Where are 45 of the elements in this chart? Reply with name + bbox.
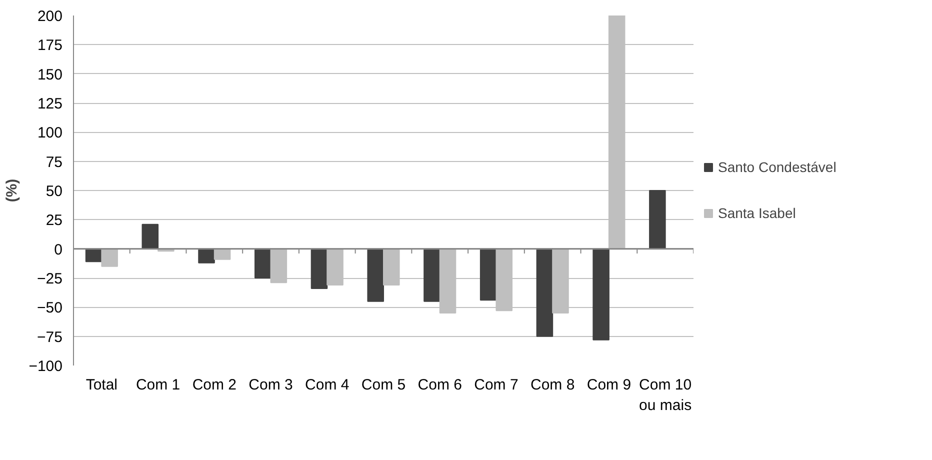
legend-label: Santa Isabel [718, 205, 796, 221]
bar [326, 248, 344, 286]
bar [496, 248, 513, 312]
x-tick-label: Com 6 [418, 376, 462, 394]
bar [536, 248, 554, 337]
bar [424, 248, 440, 302]
x-tick-label: Com 4 [305, 376, 350, 394]
bar [552, 248, 569, 314]
bar [367, 248, 384, 302]
y-tick-label: 100 [37, 124, 63, 142]
x-tick-label: Com 5 [361, 376, 406, 394]
y-tick-label: 125 [37, 96, 63, 112]
y-tick-label: 175 [37, 37, 63, 54]
bar [214, 248, 231, 260]
x-tick-label: Com 3 [248, 376, 293, 394]
bar [101, 248, 118, 267]
y-tick-label: 75 [46, 154, 63, 171]
bar [480, 248, 497, 301]
x-tick-label: Com 10 ou mais [639, 376, 692, 414]
y-tick-label: −50 [37, 300, 63, 317]
legend-label: Santo Condestável [718, 159, 836, 175]
bar [142, 224, 159, 250]
x-tick-label: Com 2 [192, 376, 237, 394]
y-tick-label: 25 [46, 212, 63, 230]
x-tick-label: Com 8 [530, 376, 575, 394]
y-tick-label: −25 [37, 270, 63, 288]
bar [439, 248, 456, 314]
x-tick-label: Com 9 [586, 376, 632, 394]
y-axis-title: (%) [4, 178, 21, 202]
y-tick-label: 200 [37, 8, 63, 25]
bar [270, 248, 288, 284]
x-tick-label: Total [86, 376, 118, 394]
y-tick-label: 150 [37, 66, 63, 84]
y-tick-label: −75 [37, 328, 63, 346]
bar [310, 248, 328, 289]
bar [198, 248, 215, 264]
bar [649, 190, 666, 250]
x-tick-label: Com 1 [136, 376, 180, 394]
y-tick-label: 0 [54, 241, 62, 258]
x-tick-label: Com 7 [474, 376, 518, 394]
bar [254, 248, 272, 278]
y-tick-label: 50 [46, 183, 63, 200]
y-tick-label: −100 [28, 358, 63, 375]
bar [383, 248, 400, 286]
bar [592, 248, 610, 340]
